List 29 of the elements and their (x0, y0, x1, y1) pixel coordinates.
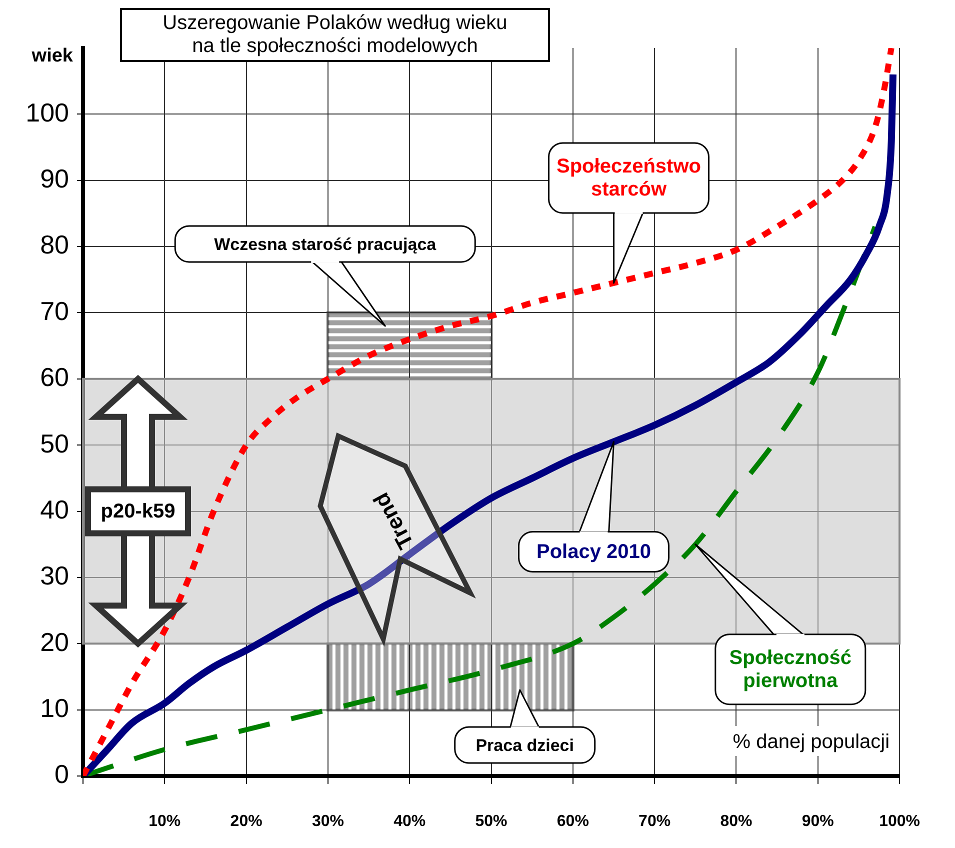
x-tick-label: 60% (556, 813, 589, 830)
y-tick-label: 0 (54, 759, 69, 790)
x-tick-label: 40% (394, 813, 426, 830)
y-tick-label: 20 (40, 626, 69, 657)
text: Społeczność pierwotna (729, 646, 852, 692)
y-tick-label: 90 (40, 164, 69, 194)
y-axis-title: wiek (30, 46, 74, 66)
text: Polacy 2010 (536, 540, 652, 563)
x-tick-label: 50% (475, 813, 508, 830)
x-tick-label: 30% (312, 813, 344, 830)
text: Społeczeństwo starców (556, 155, 701, 200)
annotation: Praca dzieci (476, 735, 574, 754)
x-tick-label: 80% (720, 813, 752, 830)
y-tick-label: 10 (40, 692, 69, 723)
x-tick-label: 90% (802, 813, 834, 830)
band-label: p20-k59 (100, 500, 176, 522)
y-tick-label: 70 (40, 296, 69, 326)
x-tick-label: 10% (148, 813, 181, 830)
y-tick-label: 60 (40, 362, 69, 392)
x-tick-label: 70% (638, 813, 671, 830)
x-axis-title: % danej populacji (732, 731, 890, 753)
y-tick-label: 100 (26, 97, 69, 128)
annotation: Wczesna starość pracująca (214, 234, 437, 254)
x-tick-label: 100% (879, 813, 920, 830)
x-tick-label: 20% (230, 813, 262, 830)
y-tick-label: 80 (40, 230, 69, 260)
y-tick-label: 30 (40, 560, 69, 591)
y-tick-label: 40 (40, 494, 69, 524)
y-tick-label: 50 (40, 428, 69, 458)
